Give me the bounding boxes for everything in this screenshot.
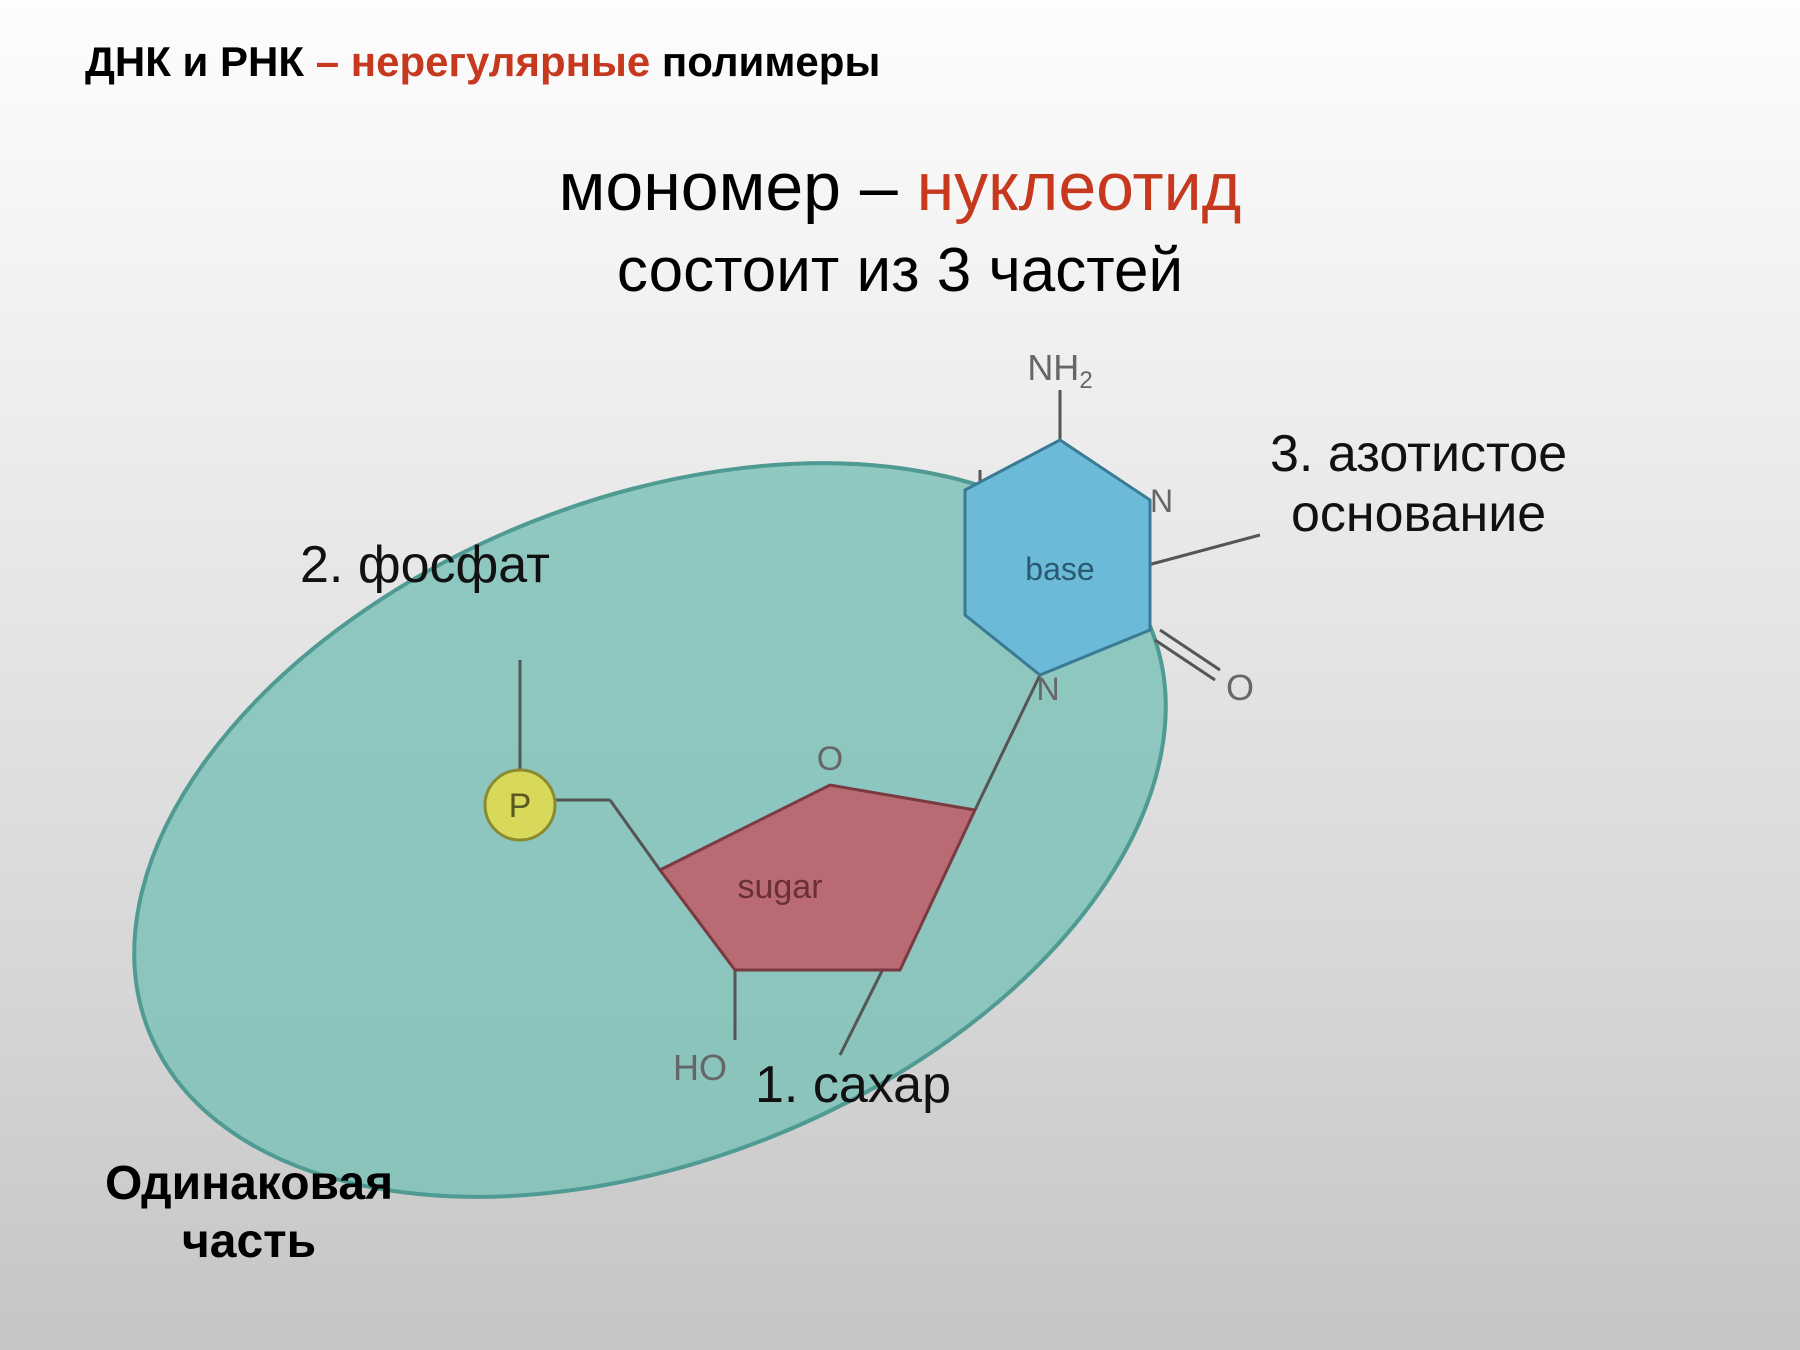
base-shape: base N N O NH2: [965, 347, 1254, 708]
sugar-o-atom: O: [817, 740, 843, 778]
title-accent: нуклеотид: [917, 149, 1242, 225]
sugar-shape: O sugar HO: [660, 740, 975, 1088]
label-phosphate: 2. фосфат: [300, 535, 550, 595]
sugar-ho-atom: HO: [673, 1047, 727, 1088]
bond-lines: [520, 390, 1260, 1055]
sugar-label: sugar: [737, 868, 822, 906]
label-common-part: Одинаковая часть: [105, 1155, 393, 1270]
base-o: O: [1226, 667, 1254, 708]
title-line-1: мономер – нуклеотид: [0, 148, 1800, 226]
phosphate-label: P: [509, 787, 532, 825]
header-part2: полимеры: [650, 38, 880, 85]
base-n2: N: [1036, 671, 1059, 707]
title-left: мономер –: [559, 149, 917, 225]
base-label: base: [1025, 551, 1094, 587]
header-line: ДНК и РНК – нерегулярные полимеры: [85, 38, 880, 86]
title-line-2: состоит из 3 частей: [0, 235, 1800, 306]
base-n1: N: [1150, 483, 1173, 519]
header-accent: – нерегулярные: [316, 38, 651, 85]
header-part1: ДНК и РНК: [85, 38, 316, 85]
base-nh2: NH2: [1027, 347, 1092, 394]
label-sugar: 1. сахар: [755, 1055, 951, 1115]
phosphate-shape: P: [485, 770, 555, 840]
label-base: 3. азотистое основание: [1270, 425, 1567, 545]
